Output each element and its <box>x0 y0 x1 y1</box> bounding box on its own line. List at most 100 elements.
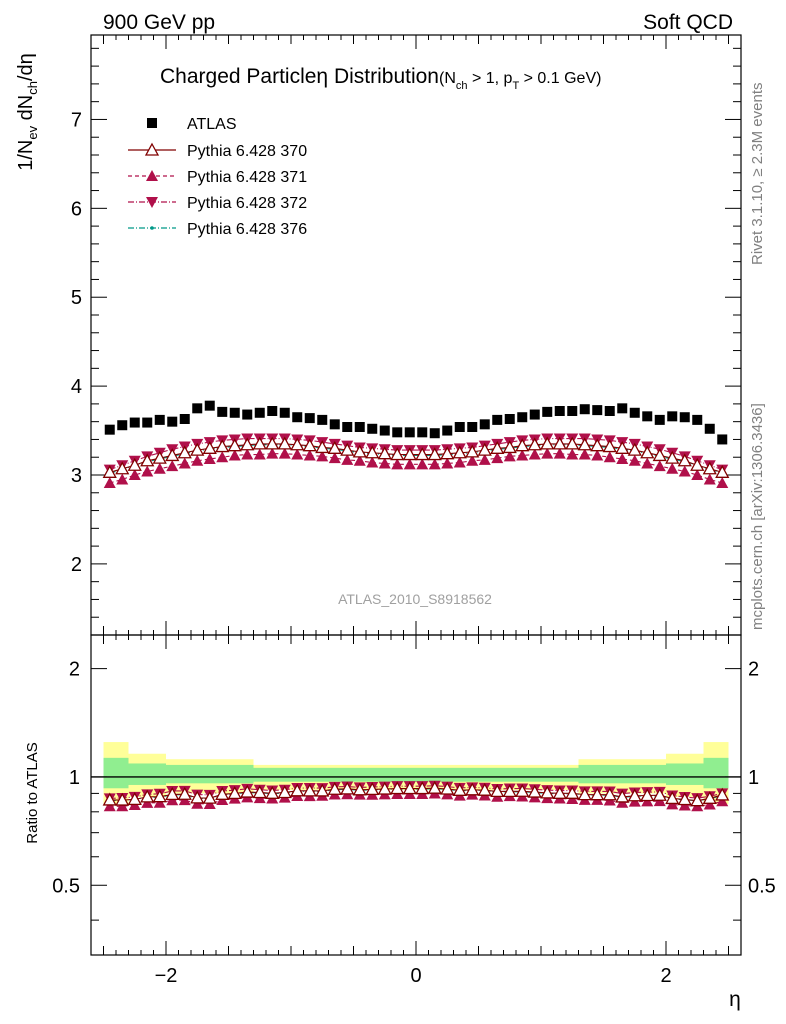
atlas-point <box>692 414 703 425</box>
data-point <box>477 442 492 456</box>
data-point <box>391 458 404 470</box>
data-point <box>166 460 179 472</box>
rivet-label: Rivet 3.1.10, ≥ 2.3M events <box>749 83 766 266</box>
data-point <box>340 442 355 456</box>
data-point <box>403 458 416 470</box>
ratio-point <box>377 781 392 795</box>
legend-label: Pythia 6.428 370 <box>187 143 307 160</box>
data-point <box>377 446 392 460</box>
atlas-point <box>554 406 565 416</box>
data-point <box>527 437 542 451</box>
ratio-point <box>252 785 267 799</box>
y-tick-label: 6 <box>71 198 82 220</box>
data-point <box>277 436 292 450</box>
atlas-point <box>354 422 365 432</box>
x-tick-label: 0 <box>410 965 421 987</box>
atlas-point <box>117 420 128 431</box>
data-point <box>353 454 366 466</box>
data-point <box>441 457 454 469</box>
ratio-point <box>615 789 630 803</box>
data-point <box>202 440 217 454</box>
ratio-point <box>290 783 305 797</box>
atlas-point <box>104 424 115 435</box>
ratio-point <box>352 782 367 796</box>
data-point <box>266 447 279 459</box>
atlas-point <box>292 412 303 423</box>
atlas-point <box>167 416 178 427</box>
energy-label: 900 GeV pp <box>103 11 215 34</box>
data-point <box>428 458 441 470</box>
ratio-point <box>165 787 180 801</box>
x-axis-title: η <box>729 988 741 1011</box>
data-point <box>290 437 305 451</box>
ratio-plot: −2 0 2 0.5 0.5 1 1 2 2 <box>52 634 776 987</box>
data-point <box>453 456 466 468</box>
data-point <box>327 440 342 454</box>
data-point <box>328 452 341 464</box>
data-point <box>365 445 380 459</box>
ratio-point <box>552 785 567 799</box>
atlas-point <box>142 417 153 428</box>
legend-entry-372: Pythia 6.428 372 <box>128 195 307 212</box>
atlas-point <box>617 403 628 414</box>
ratio-point <box>302 783 317 797</box>
ratio-point <box>602 787 617 801</box>
atlas-point <box>592 405 603 416</box>
data-point <box>366 456 379 468</box>
y-tick-label: 7 <box>71 109 82 131</box>
ratio-point <box>215 786 230 800</box>
data-point <box>603 451 616 463</box>
ratio-point <box>577 787 592 801</box>
atlas-point <box>642 411 653 422</box>
data-point <box>291 448 304 460</box>
ratio-point <box>716 795 729 807</box>
statistical-band <box>128 763 166 785</box>
series-line <box>109 453 723 484</box>
atlas-point <box>542 406 553 417</box>
ratio-point <box>115 792 130 806</box>
atlas-point <box>442 425 453 436</box>
statistical-band <box>703 757 729 789</box>
atlas-point <box>454 422 465 432</box>
ratio-point <box>102 792 117 806</box>
ratio-point <box>390 781 405 795</box>
ratio-point <box>427 780 442 794</box>
data-point <box>103 477 116 488</box>
mcplots-label: mcplots.cern.ch [arXiv:1306.3436] <box>749 403 766 630</box>
atlas-point <box>604 406 615 416</box>
data-point <box>140 453 155 467</box>
statistical-band <box>103 757 129 789</box>
data-point <box>190 442 205 456</box>
data-point <box>141 465 154 477</box>
atlas-point <box>379 425 390 436</box>
atlas-point <box>267 406 278 416</box>
data-point <box>116 473 129 485</box>
ratio-point <box>265 785 280 799</box>
data-point <box>402 447 417 461</box>
ratio-point <box>127 792 142 806</box>
data-point <box>452 445 467 459</box>
atlas-point <box>629 407 640 418</box>
ratio-point <box>627 788 642 802</box>
atlas-point <box>179 414 190 424</box>
ratio-point <box>515 783 530 797</box>
ratio-point <box>315 783 330 797</box>
data-point <box>578 448 591 460</box>
data-point <box>302 438 317 452</box>
legend-entry-376: Pythia 6.428 376 <box>128 221 307 238</box>
x-tick-label: −2 <box>155 965 178 987</box>
legend-label: Pythia 6.428 371 <box>187 169 307 186</box>
ratio-point <box>340 781 355 795</box>
y-tick-label: 3 <box>71 465 82 487</box>
ratio-point <box>490 784 505 798</box>
data-point <box>102 464 117 478</box>
ratio-point <box>690 793 705 807</box>
data-point <box>265 436 280 450</box>
atlas-point <box>567 406 578 416</box>
data-point <box>478 453 491 465</box>
data-point <box>215 439 230 453</box>
ratio-point <box>452 782 467 796</box>
atlas-point <box>392 427 403 438</box>
data-point <box>552 436 567 450</box>
ratio-point <box>240 784 255 798</box>
